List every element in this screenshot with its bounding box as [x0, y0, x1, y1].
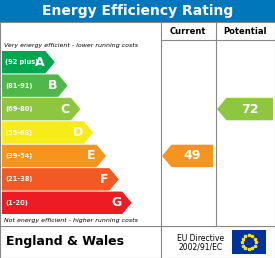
Text: (39-54): (39-54): [5, 153, 32, 159]
Polygon shape: [2, 51, 55, 74]
Text: G: G: [111, 196, 121, 209]
Text: Potential: Potential: [224, 27, 267, 36]
Polygon shape: [2, 168, 119, 191]
Polygon shape: [2, 145, 106, 167]
Text: EU Directive: EU Directive: [177, 234, 224, 243]
Text: 2002/91/EC: 2002/91/EC: [179, 242, 223, 251]
Text: 49: 49: [183, 149, 201, 163]
Text: E: E: [87, 149, 96, 163]
Text: Not energy efficient - higher running costs: Not energy efficient - higher running co…: [4, 218, 138, 223]
Bar: [0, 0, 275, 22]
Text: A: A: [35, 56, 44, 69]
Text: B: B: [48, 79, 57, 92]
Polygon shape: [2, 98, 80, 120]
Polygon shape: [2, 74, 68, 97]
Text: Current: Current: [170, 27, 206, 36]
Polygon shape: [162, 145, 213, 167]
Polygon shape: [217, 98, 273, 120]
Text: D: D: [73, 126, 83, 139]
Text: (81-91): (81-91): [5, 83, 32, 89]
Polygon shape: [2, 121, 93, 144]
Text: F: F: [100, 173, 108, 186]
Text: 72: 72: [241, 103, 258, 116]
Text: (1-20): (1-20): [5, 200, 28, 206]
Text: (55-68): (55-68): [5, 130, 32, 135]
Text: (92 plus): (92 plus): [5, 59, 38, 65]
Text: C: C: [61, 103, 70, 116]
Polygon shape: [2, 192, 132, 214]
Text: (21-38): (21-38): [5, 176, 32, 182]
Text: Energy Efficiency Rating: Energy Efficiency Rating: [42, 4, 233, 18]
Text: Very energy efficient - lower running costs: Very energy efficient - lower running co…: [4, 43, 138, 48]
Text: (69-80): (69-80): [5, 106, 32, 112]
Bar: [0, 22, 275, 226]
Bar: [0, 226, 275, 258]
Bar: [232, 230, 266, 254]
Text: England & Wales: England & Wales: [6, 236, 124, 248]
